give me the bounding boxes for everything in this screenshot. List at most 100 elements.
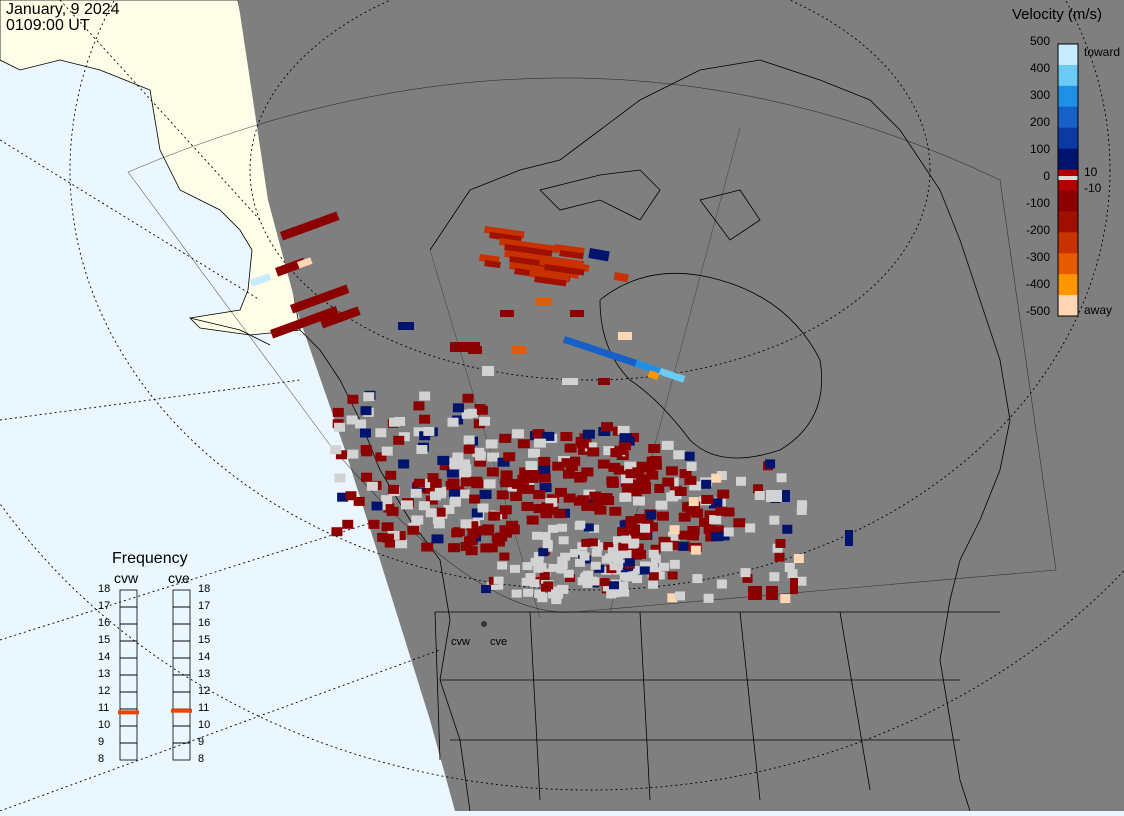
radar-cell (522, 562, 533, 571)
radar-cell (588, 248, 610, 262)
radar-cell (334, 422, 346, 432)
frequency-scale-label: 12 (198, 685, 211, 697)
radar-cell (661, 440, 674, 450)
radar-cell (603, 542, 614, 551)
radar-cell (297, 257, 313, 269)
radar-cell (422, 484, 435, 494)
radar-cell (618, 581, 629, 590)
colorbar-segment (1058, 106, 1078, 129)
frequency-scale-label: 8 (98, 753, 105, 765)
radar-cell (449, 457, 462, 467)
radar-cell (632, 575, 643, 584)
radar-cell (636, 474, 649, 484)
radar-cell (589, 491, 602, 501)
colorbar-tick: 500 (1029, 34, 1050, 48)
radar-cell (780, 490, 790, 502)
radar-cell (667, 571, 678, 580)
radar-cell (553, 509, 566, 519)
radar-cell (519, 467, 532, 477)
radar-cell (769, 572, 780, 582)
frequency-marker (118, 710, 139, 715)
radar-cell (612, 566, 623, 575)
radar-cell (499, 505, 512, 515)
radar-cell (469, 494, 481, 504)
radar-cell (648, 444, 661, 454)
radar-cell (532, 429, 545, 439)
radar-cell (591, 577, 602, 586)
radar-cell (598, 426, 611, 436)
radar-cell (525, 573, 536, 582)
radar-cell (500, 310, 514, 317)
radar-cell (784, 562, 795, 572)
radar-cell (682, 501, 693, 511)
colorbar-segment (1058, 190, 1078, 212)
radar-cell (613, 556, 624, 565)
radar-cell (525, 461, 538, 471)
radar-cell (591, 548, 602, 557)
radar-cell (561, 458, 574, 468)
radar-cell (581, 501, 594, 511)
radar-cell (698, 517, 711, 527)
radar-cell (564, 443, 577, 453)
radar-cell (499, 237, 560, 254)
radar-cell (394, 416, 406, 426)
radar-cell (660, 542, 673, 552)
radar-cell (361, 472, 373, 482)
radar-cell (476, 405, 488, 415)
radar-cell (562, 378, 578, 385)
radar-cell (636, 461, 649, 471)
radar-cell (650, 544, 661, 553)
radar-cell (411, 515, 424, 525)
radar-cell (512, 429, 525, 439)
radar-cell (484, 260, 501, 269)
radar-cell (716, 579, 727, 589)
radar-cell (537, 592, 548, 601)
colorbar-segment (1058, 211, 1078, 233)
radar-cell (557, 561, 568, 570)
radar-cell (551, 595, 562, 604)
radar-cell (481, 585, 492, 594)
radar-cell (733, 518, 746, 528)
radar-cell (634, 360, 650, 371)
radar-cell (507, 525, 520, 535)
colorbar-segment (1058, 64, 1078, 87)
radar-cell (512, 479, 525, 489)
radar-cell (452, 403, 464, 413)
radar-cell (413, 427, 425, 437)
radar-cell (665, 466, 678, 476)
radar-cell (621, 550, 632, 559)
radar-cell (335, 450, 347, 460)
radar-cell (765, 459, 776, 469)
radar-cell (468, 346, 482, 354)
radar-cell (484, 226, 525, 239)
radar-cell (606, 478, 619, 488)
radar-cell (487, 581, 498, 590)
radar-cell (332, 407, 344, 417)
radar-cell (527, 448, 540, 458)
radar-cell (533, 490, 546, 500)
radar-cell (643, 463, 656, 473)
radar-cell (631, 479, 644, 489)
radar-cell (387, 484, 399, 494)
radar-cell (687, 526, 700, 536)
radar-cell (691, 508, 704, 518)
colorbar-tick: 0 (1043, 169, 1050, 183)
radar-cell (533, 558, 544, 567)
radar-cell (752, 484, 763, 494)
frequency-scale-label: 17 (198, 600, 211, 612)
radar-cell (471, 508, 483, 518)
radar-cell (511, 589, 522, 598)
radar-cell (464, 536, 477, 546)
radar-cell (580, 572, 591, 581)
radar-cell (433, 519, 445, 529)
radar-cell (366, 481, 378, 491)
radar-cell (669, 525, 680, 535)
radar-cell (443, 504, 455, 514)
radar-cell (704, 510, 717, 520)
radar-cell (600, 493, 613, 503)
radar-cell (650, 555, 661, 564)
radar-cell (385, 470, 397, 480)
frequency-scale-label: 14 (198, 651, 211, 663)
radar-cell (722, 507, 735, 517)
radar-cell (565, 573, 576, 582)
